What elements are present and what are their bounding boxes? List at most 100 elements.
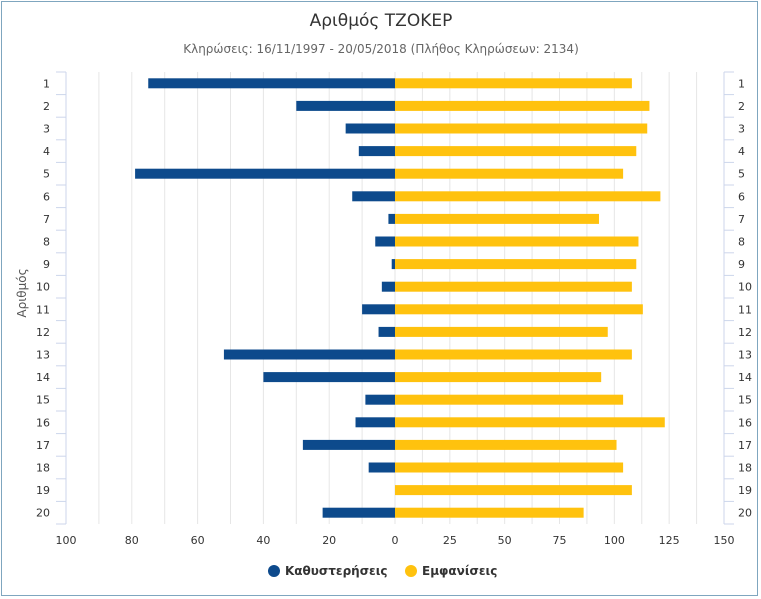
- category-label-right: 12: [738, 326, 752, 339]
- category-label-left: 10: [36, 281, 50, 294]
- bar-delays[interactable]: [148, 78, 395, 89]
- bar-delays[interactable]: [135, 168, 395, 179]
- x-tick-label-left: 100: [56, 534, 77, 547]
- category-label-right: 16: [738, 416, 752, 429]
- bar-appearances[interactable]: [395, 349, 632, 360]
- category-label-left: 15: [36, 394, 50, 407]
- bar-appearances[interactable]: [395, 485, 632, 496]
- bar-appearances[interactable]: [395, 100, 650, 111]
- category-label-right: 20: [738, 507, 752, 520]
- bar-delays[interactable]: [345, 123, 395, 134]
- bar-delays[interactable]: [365, 394, 395, 405]
- chart-title: Αριθμός ΤΖΟΚΕΡ: [310, 11, 453, 31]
- category-label-left: 16: [36, 416, 50, 429]
- bar-delays[interactable]: [223, 349, 395, 360]
- bar-appearances[interactable]: [395, 417, 665, 428]
- bar-appearances[interactable]: [395, 146, 637, 157]
- legend-marker-appearances: [405, 565, 417, 577]
- legend-label-delays: Καθυστερήσεις: [285, 564, 388, 578]
- x-tick-label-right: 25: [443, 534, 457, 547]
- bar-appearances[interactable]: [395, 236, 639, 247]
- legend-item-appearances[interactable]: Εμφανίσεις: [405, 564, 497, 578]
- legend-item-delays[interactable]: Καθυστερήσεις: [268, 564, 388, 578]
- x-tick-label-left: 60: [191, 534, 205, 547]
- bar-appearances[interactable]: [395, 304, 643, 315]
- bar-appearances[interactable]: [395, 507, 584, 518]
- category-label-right: 17: [738, 439, 752, 452]
- x-tick-label-left: 40: [256, 534, 270, 547]
- bar-appearances[interactable]: [395, 394, 624, 405]
- category-label-right: 18: [738, 462, 752, 475]
- bar-appearances[interactable]: [395, 462, 624, 473]
- category-label-left: 4: [43, 145, 50, 158]
- category-label-right: 1: [738, 77, 745, 90]
- bar-appearances[interactable]: [395, 326, 608, 337]
- legend-marker-delays: [268, 565, 280, 577]
- bar-delays[interactable]: [302, 439, 395, 450]
- bar-delays[interactable]: [381, 281, 395, 292]
- bar-delays[interactable]: [391, 259, 395, 270]
- bars-layer: [135, 78, 665, 518]
- x-tick-label-right: 125: [659, 534, 680, 547]
- category-label-left: 18: [36, 462, 50, 475]
- x-tick-label-left: 0: [392, 534, 399, 547]
- bar-delays[interactable]: [375, 236, 395, 247]
- bar-delays[interactable]: [388, 213, 395, 224]
- category-label-right: 19: [738, 484, 752, 497]
- bar-delays[interactable]: [362, 304, 395, 315]
- bar-appearances[interactable]: [395, 123, 648, 134]
- category-label-right: 2: [738, 100, 745, 113]
- category-label-left: 12: [36, 326, 50, 339]
- category-label-left: 2: [43, 100, 50, 113]
- bar-delays[interactable]: [352, 191, 395, 202]
- y-axis-title: Αριθμός: [15, 268, 29, 317]
- category-label-left: 20: [36, 507, 50, 520]
- x-tick-label-right: 50: [498, 534, 512, 547]
- x-tick-label-left: 20: [322, 534, 336, 547]
- category-label-left: 14: [36, 371, 50, 384]
- bar-appearances[interactable]: [395, 191, 661, 202]
- category-label-left: 8: [43, 236, 50, 249]
- category-label-left: 1: [43, 77, 50, 90]
- bar-delays[interactable]: [322, 507, 395, 518]
- category-label-right: 3: [738, 123, 745, 136]
- category-label-right: 11: [738, 303, 752, 316]
- bar-appearances[interactable]: [395, 281, 632, 292]
- category-label-left: 5: [43, 168, 50, 181]
- category-label-right: 10: [738, 281, 752, 294]
- legend: Καθυστερήσεις Εμφανίσεις: [268, 564, 497, 578]
- bar-appearances[interactable]: [395, 372, 602, 383]
- category-label-right: 6: [738, 190, 745, 203]
- bar-delays[interactable]: [296, 100, 395, 111]
- category-label-right: 14: [738, 371, 752, 384]
- bar-appearances[interactable]: [395, 78, 632, 89]
- bar-appearances[interactable]: [395, 439, 617, 450]
- bar-delays[interactable]: [368, 462, 395, 473]
- category-label-left: 19: [36, 484, 50, 497]
- category-label-right: 15: [738, 394, 752, 407]
- bar-delays[interactable]: [263, 372, 395, 383]
- x-tick-label-right: 100: [604, 534, 625, 547]
- category-label-right: 4: [738, 145, 745, 158]
- x-tick-label-left: 80: [125, 534, 139, 547]
- category-label-right: 13: [738, 349, 752, 362]
- bar-appearances[interactable]: [395, 213, 599, 224]
- category-label-right: 5: [738, 168, 745, 181]
- bar-delays[interactable]: [378, 326, 395, 337]
- category-label-left: 17: [36, 439, 50, 452]
- bar-appearances[interactable]: [395, 168, 624, 179]
- bar-delays[interactable]: [358, 146, 395, 157]
- bar-appearances[interactable]: [395, 259, 637, 270]
- category-label-right: 9: [738, 258, 745, 271]
- category-label-right: 7: [738, 213, 745, 226]
- legend-label-appearances: Εμφανίσεις: [422, 564, 497, 578]
- category-label-left: 6: [43, 190, 50, 203]
- category-label-right: 8: [738, 236, 745, 249]
- chart-subtitle: Κληρώσεις: 16/11/1997 - 20/05/2018 (Πλήθ…: [183, 42, 579, 56]
- category-label-left: 7: [43, 213, 50, 226]
- bar-delays[interactable]: [355, 417, 395, 428]
- category-label-left: 3: [43, 123, 50, 136]
- category-label-left: 11: [36, 303, 50, 316]
